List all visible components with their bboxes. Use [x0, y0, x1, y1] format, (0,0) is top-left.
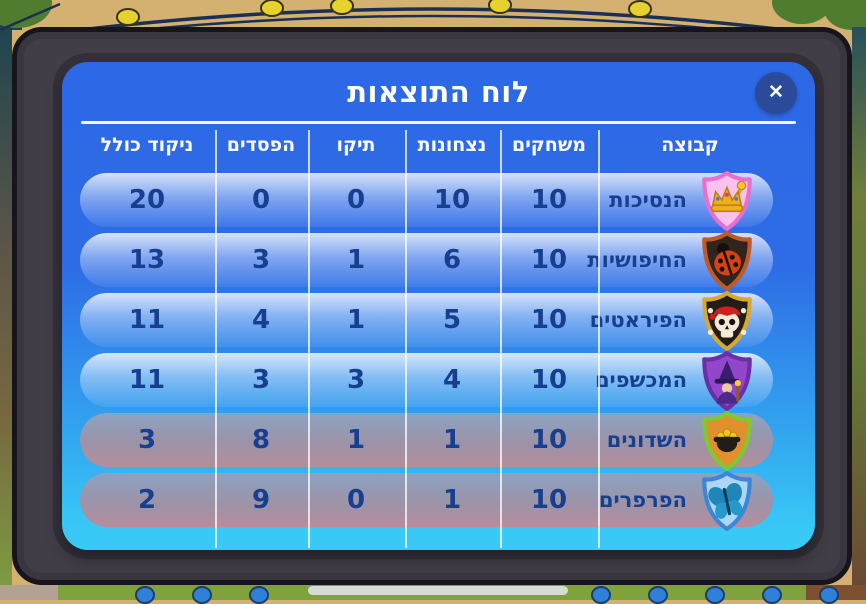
table-row: 13 3 1 6 10 החיפושיות	[80, 231, 773, 291]
cell-wins: 1	[442, 425, 462, 455]
bench-bar	[308, 586, 568, 595]
wizard-badge-icon	[698, 350, 756, 412]
cell-games: 10	[530, 185, 568, 215]
pirate-skull-badge-icon	[698, 290, 756, 352]
cell-ties: 1	[346, 245, 366, 275]
team-name: השדונים	[606, 428, 687, 452]
cell-wins: 4	[442, 365, 462, 395]
butterfly-badge-icon	[698, 470, 756, 532]
cell-ties: 1	[346, 305, 366, 335]
column-separator	[500, 130, 502, 548]
close-button[interactable]: ✕	[755, 72, 797, 114]
fence-post-dot	[135, 586, 155, 604]
pot-of-gold-badge-icon	[698, 410, 756, 472]
results-dialog: לוח התוצאות ✕ קבוצה משחקים נצחונות תיקו הפסד…	[62, 62, 815, 550]
table-row: 2 9 0 1 10 הפרפרים	[80, 471, 773, 531]
cell-losses: 3	[251, 245, 271, 275]
cell-games: 10	[530, 485, 568, 515]
cell-ties: 0	[346, 185, 366, 215]
table-row: 11 3 3 4 10 המכשפים	[80, 351, 773, 411]
column-separator	[308, 130, 310, 548]
cell-total: 11	[128, 365, 166, 395]
cell-games: 10	[530, 425, 568, 455]
column-header-total: ניקוד כולל	[100, 134, 194, 156]
railing-arc	[0, 0, 801, 30]
column-header-games: משחקים	[511, 134, 587, 156]
title-divider	[81, 121, 796, 124]
column-header-team: קבוצה	[661, 134, 719, 156]
cell-total: 20	[128, 185, 166, 215]
cell-games: 10	[530, 245, 568, 275]
fence-post-dot	[249, 586, 269, 604]
column-separator	[598, 130, 600, 548]
cell-losses: 3	[251, 365, 271, 395]
cell-wins: 10	[433, 185, 471, 215]
table-row: 11 4 1 5 10 הפיראטים	[80, 291, 773, 351]
cell-games: 10	[530, 305, 568, 335]
cell-games: 10	[530, 365, 568, 395]
table-row: 20 0 0 10 10 הנסיכות	[80, 171, 773, 231]
cell-total: 3	[137, 425, 157, 455]
princess-crown-badge-icon	[698, 170, 756, 232]
cell-wins: 5	[442, 305, 462, 335]
cell-losses: 4	[251, 305, 271, 335]
fence-post-dot	[705, 586, 725, 604]
ladybug-badge-icon	[698, 230, 756, 292]
cell-wins: 1	[442, 485, 462, 515]
cell-total: 13	[128, 245, 166, 275]
cell-losses: 8	[251, 425, 271, 455]
fence-post-dot	[762, 586, 782, 604]
cell-ties: 3	[346, 365, 366, 395]
team-name: המכשפים	[594, 368, 687, 392]
game-scene-left	[0, 30, 12, 586]
fence-post-dot	[192, 586, 212, 604]
cell-wins: 6	[442, 245, 462, 275]
column-separator	[405, 130, 407, 548]
ground-patch-left	[0, 585, 58, 600]
cell-losses: 0	[251, 185, 271, 215]
table-row: 3 8 1 1 10 השדונים	[80, 411, 773, 471]
fence-post-dot	[648, 586, 668, 604]
close-icon: ✕	[768, 82, 784, 103]
cell-total: 2	[137, 485, 157, 515]
game-scene-top	[0, 0, 866, 30]
cell-ties: 1	[346, 425, 366, 455]
fence-post-dot	[591, 586, 611, 604]
cell-ties: 0	[346, 485, 366, 515]
game-scene-right	[852, 27, 866, 585]
column-separator	[215, 130, 217, 548]
team-name: הנסיכות	[609, 188, 687, 212]
column-header-losses: הפסדים	[226, 134, 296, 156]
dialog-frame: לוח התוצאות ✕ קבוצה משחקים נצחונות תיקו הפסד…	[12, 27, 852, 585]
game-scene-bottom	[0, 585, 866, 604]
fence-post-dot	[819, 586, 839, 604]
team-name: הפרפרים	[598, 488, 687, 512]
column-header-ties: תיקו	[336, 134, 376, 156]
cell-losses: 9	[251, 485, 271, 515]
dialog-title: לוח התוצאות	[347, 75, 530, 109]
team-name: הפיראטים	[589, 308, 687, 332]
column-header-wins: נצחונות	[417, 134, 487, 156]
cell-total: 11	[128, 305, 166, 335]
team-name: החיפושיות	[587, 248, 687, 272]
